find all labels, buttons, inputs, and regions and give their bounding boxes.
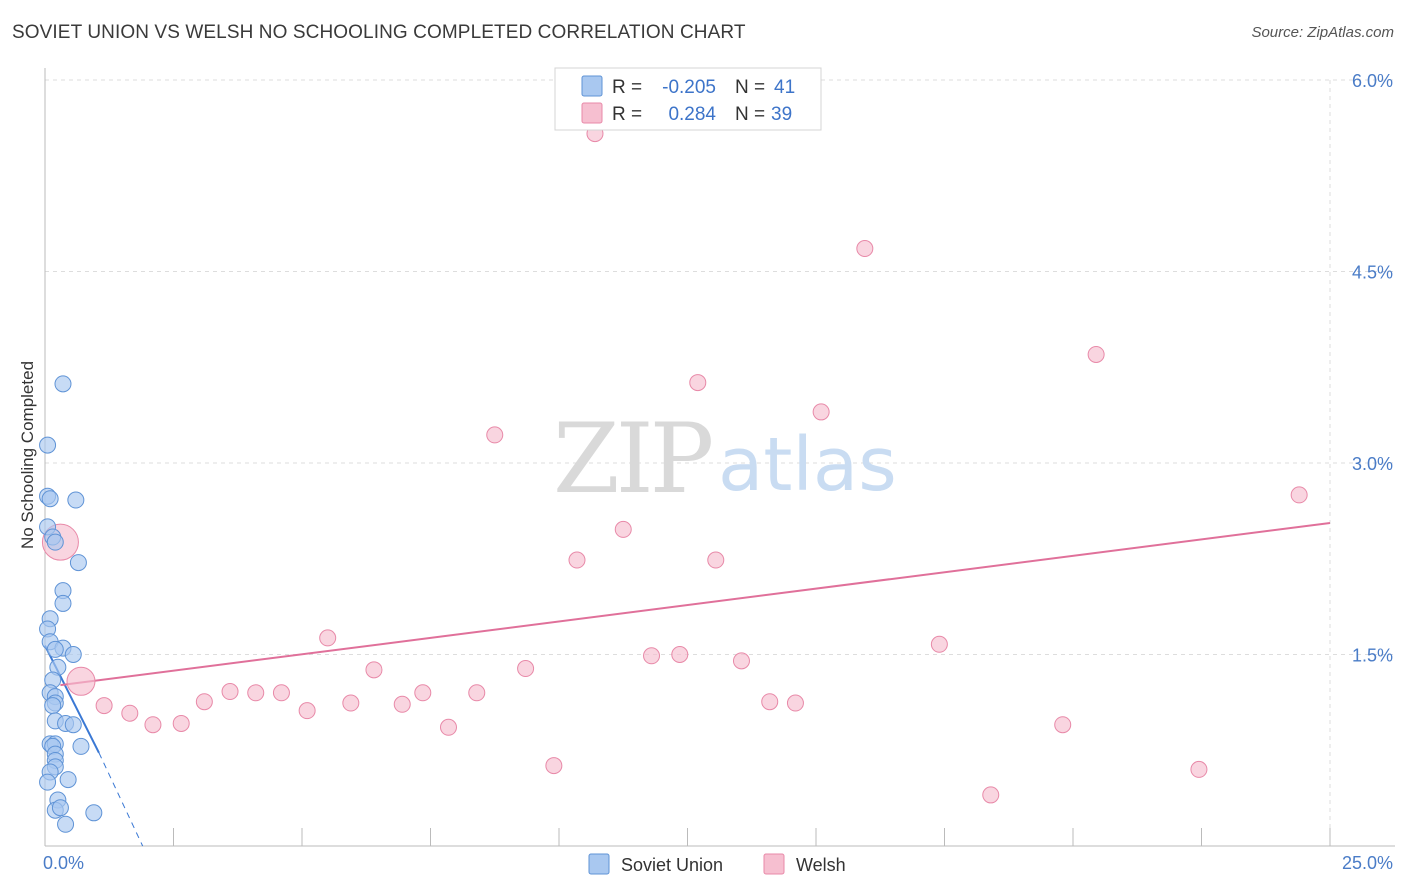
point-welsh <box>643 647 661 665</box>
data-points <box>39 125 1308 833</box>
y-axis-label: No Schooling Completed <box>18 361 37 549</box>
point-welsh <box>298 702 316 720</box>
point-welsh <box>414 684 432 702</box>
point-welsh <box>221 683 239 701</box>
legend-swatch-soviet <box>588 853 610 875</box>
x-tick-label: 25.0% <box>1342 853 1393 873</box>
stats-r-value-2: 0.284 <box>668 104 716 125</box>
watermark-atlas: atlas <box>718 422 897 508</box>
point-welsh <box>545 757 563 775</box>
point-welsh <box>689 374 707 392</box>
point-welsh <box>1054 716 1072 734</box>
point-welsh <box>247 684 265 702</box>
point-soviet-union <box>46 640 64 658</box>
point-welsh <box>195 693 213 711</box>
stats-r-label-2: R = <box>612 104 642 125</box>
point-soviet-union <box>44 697 62 715</box>
point-welsh <box>671 646 689 663</box>
point-welsh <box>342 694 360 712</box>
point-welsh <box>486 426 504 444</box>
point-welsh <box>732 652 750 670</box>
point-soviet-union <box>59 771 77 789</box>
point-soviet-union <box>51 799 69 817</box>
point-welsh <box>439 718 457 736</box>
point-soviet-union <box>69 554 87 572</box>
point-soviet-union <box>85 804 103 822</box>
point-welsh <box>144 716 162 734</box>
point-soviet-union <box>72 737 90 755</box>
trendlines <box>44 522 1331 847</box>
chart-source: Source: ZipAtlas.com <box>1251 24 1394 41</box>
point-welsh <box>856 240 874 258</box>
stats-n-label-1: N = <box>735 77 765 98</box>
legend: Soviet Union Welsh <box>588 853 846 875</box>
y-tick-label: 1.5% <box>1352 646 1393 666</box>
point-soviet-union <box>64 716 82 734</box>
point-welsh <box>66 666 96 696</box>
point-welsh <box>982 786 1000 804</box>
point-welsh <box>517 660 535 678</box>
point-welsh <box>1190 760 1208 778</box>
point-welsh <box>95 697 113 715</box>
point-soviet-union <box>54 594 72 612</box>
watermark: ZIP atlas <box>553 403 897 515</box>
stats-n-label-2: N = <box>735 104 765 125</box>
point-soviet-union <box>57 815 75 833</box>
point-welsh <box>468 684 486 702</box>
point-soviet-union <box>41 490 59 508</box>
point-welsh <box>786 694 804 712</box>
watermark-zip: ZIP <box>553 403 712 515</box>
legend-label-welsh: Welsh <box>796 855 846 875</box>
stats-n-value-1: 41 <box>774 77 795 98</box>
point-welsh <box>761 693 779 711</box>
trendline-soviet-union-extension <box>98 752 144 847</box>
stats-box: R = -0.205 N = 41 R = 0.284 N = 39 <box>554 67 822 131</box>
stats-swatch-welsh <box>581 102 603 124</box>
legend-label-soviet: Soviet Union <box>621 855 723 875</box>
point-welsh <box>930 635 948 653</box>
point-welsh <box>812 403 830 421</box>
point-soviet-union <box>64 646 82 663</box>
point-welsh <box>1087 345 1105 363</box>
point-welsh <box>1290 486 1308 504</box>
point-welsh <box>121 704 139 722</box>
point-welsh <box>393 695 411 713</box>
point-welsh <box>568 551 586 569</box>
axes <box>44 68 1395 847</box>
chart-title: SOVIET UNION VS WELSH NO SCHOOLING COMPL… <box>12 22 746 43</box>
x-tick-label: 0.0% <box>43 853 84 873</box>
point-soviet-union <box>39 773 57 791</box>
point-welsh <box>272 684 290 702</box>
stats-r-value-1: -0.205 <box>662 77 716 98</box>
y-tick-label: 4.5% <box>1352 263 1393 283</box>
point-soviet-union <box>39 436 57 454</box>
trendline-welsh <box>60 522 1331 687</box>
stats-n-value-2: 39 <box>771 104 792 125</box>
point-welsh <box>614 520 632 538</box>
stats-swatch-soviet <box>581 75 603 97</box>
legend-swatch-welsh <box>763 853 785 875</box>
point-soviet-union <box>46 533 64 551</box>
point-welsh <box>365 661 383 679</box>
point-soviet-union <box>67 491 85 509</box>
point-welsh <box>707 551 725 569</box>
point-welsh <box>172 714 190 732</box>
point-soviet-union <box>54 375 72 393</box>
y-tick-label: 3.0% <box>1352 454 1393 474</box>
stats-r-label-1: R = <box>612 77 642 98</box>
tick-labels: 1.5% 3.0% 4.5% 6.0% 0.0% 25.0% <box>43 71 1393 873</box>
y-tick-label: 6.0% <box>1352 71 1393 91</box>
point-welsh <box>319 629 337 647</box>
